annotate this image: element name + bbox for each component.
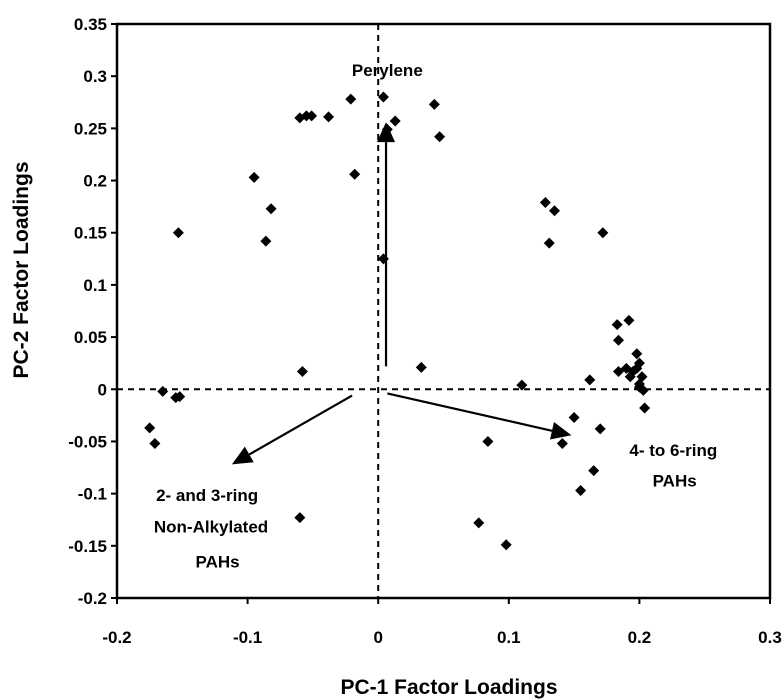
data-point bbox=[482, 435, 494, 447]
data-point bbox=[575, 485, 587, 497]
data-point bbox=[556, 438, 568, 450]
data-point bbox=[613, 334, 625, 346]
data-point bbox=[588, 465, 600, 477]
data-point bbox=[144, 422, 156, 434]
annotation-label: Perylene bbox=[352, 61, 423, 80]
data-point bbox=[389, 115, 401, 127]
data-point bbox=[543, 237, 555, 249]
data-point bbox=[636, 371, 648, 383]
reference-lines bbox=[117, 24, 770, 598]
x-axis: -0.2 -0.1 0 0.1 0.2 0.3 bbox=[102, 598, 782, 647]
data-point bbox=[306, 110, 318, 122]
annotation-label: PAHs bbox=[653, 471, 697, 490]
y-tick-label: 0.1 bbox=[83, 276, 107, 295]
y-tick-label: 0 bbox=[98, 380, 107, 399]
y-tick-label: 0.2 bbox=[83, 172, 107, 191]
arrow-head bbox=[231, 446, 254, 465]
data-point bbox=[434, 131, 446, 143]
annotation-label: 4- to 6-ring bbox=[629, 441, 717, 460]
plot-area bbox=[115, 22, 772, 600]
annotation-label: PAHs bbox=[196, 553, 240, 572]
annotation-label: 2- and 3-ring bbox=[156, 486, 258, 505]
data-point bbox=[568, 411, 580, 423]
y-tick-label: 0.3 bbox=[83, 67, 107, 86]
arrow-head bbox=[377, 122, 396, 143]
data-point bbox=[428, 98, 440, 110]
y-tick-label: 0.25 bbox=[74, 119, 107, 138]
x-tick-label: 0.1 bbox=[497, 628, 521, 647]
data-point bbox=[549, 205, 561, 217]
data-point bbox=[611, 319, 623, 331]
arrow-head bbox=[549, 421, 572, 440]
data-point bbox=[265, 203, 277, 215]
data-point bbox=[623, 314, 635, 326]
data-point bbox=[296, 366, 308, 378]
data-point bbox=[415, 361, 427, 373]
data-point bbox=[637, 384, 649, 396]
data-point bbox=[377, 91, 389, 103]
x-tick-label: 0.3 bbox=[758, 628, 782, 647]
data-point bbox=[473, 517, 485, 529]
data-point bbox=[149, 438, 161, 450]
data-point bbox=[594, 423, 606, 435]
data-point bbox=[639, 402, 651, 414]
y-axis: 0.35 0.3 0.25 0.2 0.15 0.1 0.05 0 -0.05 -0.1 -0.15… bbox=[68, 15, 117, 608]
data-point bbox=[294, 512, 306, 524]
data-point bbox=[633, 357, 645, 369]
arrow-shaft bbox=[248, 394, 353, 456]
y-tick-label: 0.35 bbox=[74, 15, 107, 34]
y-tick-label: -0.05 bbox=[68, 432, 107, 451]
y-axis-title: PC-2 Factor Loadings bbox=[10, 161, 33, 378]
data-points bbox=[144, 91, 651, 551]
data-point bbox=[248, 171, 260, 183]
y-tick-label: 0.15 bbox=[74, 224, 107, 243]
data-point bbox=[323, 111, 335, 123]
data-point bbox=[584, 374, 596, 386]
x-tick-label: -0.2 bbox=[102, 628, 131, 647]
y-tick-label: -0.2 bbox=[78, 589, 107, 608]
data-point bbox=[597, 227, 609, 239]
data-point bbox=[172, 227, 184, 239]
data-point bbox=[157, 385, 169, 397]
data-point bbox=[174, 391, 186, 403]
y-tick-label: 0.05 bbox=[74, 328, 107, 347]
annotations: Perylene 2- and 3-ring Non-Alkylated PAHs 4-… bbox=[154, 61, 717, 572]
y-tick-label: -0.15 bbox=[68, 537, 107, 556]
data-point bbox=[349, 168, 361, 180]
data-point bbox=[260, 235, 272, 247]
x-tick-label: -0.1 bbox=[233, 628, 262, 647]
annotation-label: Non-Alkylated bbox=[154, 517, 268, 536]
x-axis-title: PC-1 Factor Loadings bbox=[340, 676, 557, 699]
x-tick-label: 0.2 bbox=[628, 628, 652, 647]
data-point bbox=[539, 196, 551, 208]
data-point bbox=[345, 93, 357, 105]
arrow-shaft bbox=[387, 392, 553, 432]
x-tick-label: 0 bbox=[373, 628, 382, 647]
data-point bbox=[516, 379, 528, 391]
data-point bbox=[500, 539, 512, 551]
data-point bbox=[631, 348, 643, 360]
y-tick-label: -0.1 bbox=[78, 485, 107, 504]
loading-arrows bbox=[231, 122, 572, 465]
